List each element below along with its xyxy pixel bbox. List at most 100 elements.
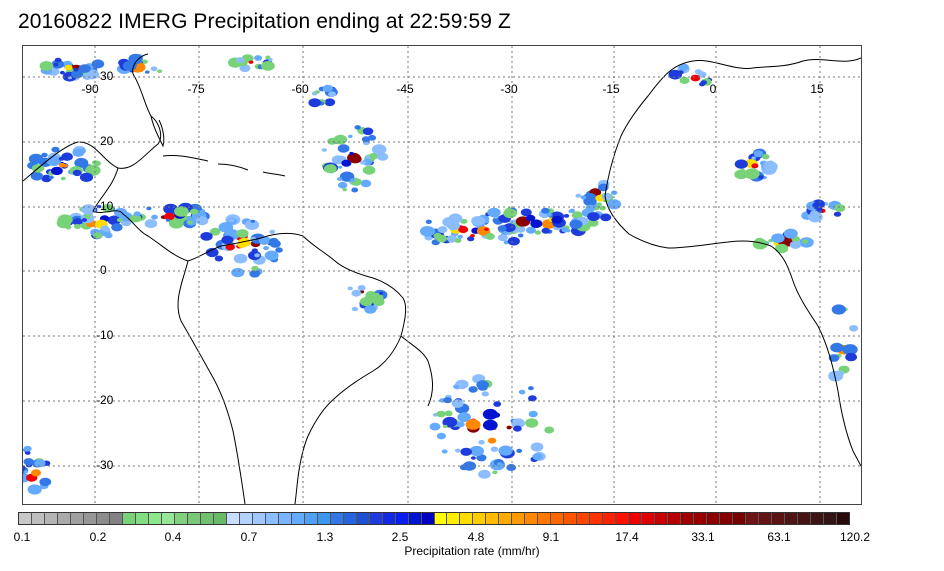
colorbar-swatch xyxy=(811,513,825,524)
colorbar-tick-label: 120.2 xyxy=(839,530,871,544)
precipitation-cell xyxy=(833,211,842,217)
precipitation-cell xyxy=(349,154,362,164)
precipitation-cell xyxy=(470,234,475,238)
longitude-label: -60 xyxy=(291,82,309,96)
precipitation-cell xyxy=(53,62,59,67)
precipitation-cell xyxy=(812,201,823,210)
colorbar-swatch xyxy=(356,513,370,524)
precipitation-map[interactable] xyxy=(22,45,862,505)
coastline-florida xyxy=(150,115,165,148)
precipitation-cell xyxy=(248,60,254,64)
precipitation-cell xyxy=(679,76,690,84)
precipitation-cell xyxy=(236,57,245,63)
colorbar-swatch xyxy=(707,513,721,524)
precipitation-cell xyxy=(133,211,141,217)
precipitation-cell xyxy=(487,207,501,218)
longitude-label: -90 xyxy=(81,82,99,96)
precipitation-cell xyxy=(476,380,489,390)
precipitation-cell xyxy=(379,291,384,295)
colorbar-swatch xyxy=(603,513,617,524)
precipitation-cell xyxy=(250,219,256,223)
longitude-label: -30 xyxy=(500,82,518,96)
precipitation-cell xyxy=(607,199,622,210)
precipitation-cell xyxy=(517,233,524,238)
precipitation-cell xyxy=(81,218,87,222)
colorbar-swatch xyxy=(252,513,266,524)
precipitation-cell xyxy=(51,166,63,176)
precipitation-cell xyxy=(534,230,541,235)
colorbar-swatch xyxy=(486,513,500,524)
precipitation-cell xyxy=(209,227,221,236)
precipitation-cell xyxy=(261,61,275,71)
precipitation-cell xyxy=(351,289,362,297)
colorbar-swatch xyxy=(551,513,565,524)
precipitation-cell xyxy=(600,213,612,222)
precipitation-cell xyxy=(101,204,114,213)
colorbar-swatch xyxy=(187,513,201,524)
precipitation-cell xyxy=(455,448,461,453)
colorbar-swatch xyxy=(616,513,630,524)
precipitation-cell xyxy=(569,219,583,229)
precipitation-cell xyxy=(324,98,336,107)
precipitation-cell xyxy=(264,250,279,261)
precipitation-cell xyxy=(563,214,570,218)
precipitation-cell xyxy=(469,445,484,457)
precipitation-cell xyxy=(107,215,122,226)
colorbar-swatch xyxy=(200,513,214,524)
precipitation-cell xyxy=(507,236,520,246)
precipitation-cell xyxy=(587,212,600,222)
latitude-label: 0 xyxy=(100,263,107,277)
precipitation-cell xyxy=(72,169,82,177)
precipitation-cell xyxy=(453,384,459,389)
colorbar-tick-label: 17.4 xyxy=(615,530,639,544)
precipitation-cell xyxy=(485,232,495,240)
colorbar-tick-label: 9.1 xyxy=(542,530,560,544)
colorbar-swatch xyxy=(304,513,318,524)
precipitation-cell xyxy=(348,134,353,138)
precipitation-cell xyxy=(362,127,374,136)
precipitation-cell xyxy=(490,446,499,452)
precipitation-cell xyxy=(447,221,460,231)
precipitation-cell xyxy=(238,237,251,247)
precipitation-cell xyxy=(129,214,142,223)
colorbar-swatch xyxy=(408,513,422,524)
precipitation-cell xyxy=(828,354,840,362)
colorbar-tick-label: 2.5 xyxy=(391,530,409,544)
precipitation-cell xyxy=(324,164,337,174)
colorbar-swatch xyxy=(161,513,175,524)
colorbar-swatch xyxy=(369,513,383,524)
precipitation-cell xyxy=(437,226,448,234)
colorbar-tick-label: 4.8 xyxy=(467,530,485,544)
precipitation-cell xyxy=(116,218,123,222)
colorbar-swatch xyxy=(421,513,435,524)
precipitation-cell xyxy=(744,168,760,180)
colorbar-tick-label: 1.3 xyxy=(316,530,334,544)
coastline-brazil-east xyxy=(400,335,433,407)
colorbar-swatch xyxy=(798,513,812,524)
coastline-americas xyxy=(23,53,407,504)
precipitation-cell xyxy=(141,59,148,64)
precipitation-cell xyxy=(513,425,522,432)
precipitation-cell xyxy=(365,292,380,303)
colorbar-swatch xyxy=(525,513,539,524)
precipitation-cell xyxy=(78,64,91,73)
precipitation-cell xyxy=(23,470,28,474)
precipitation-cell xyxy=(338,165,343,169)
longitude-label: 0 xyxy=(709,82,717,96)
colorbar-swatch xyxy=(564,513,578,524)
precipitation-cell xyxy=(351,187,359,193)
colorbar xyxy=(18,512,850,525)
precipitation-cell xyxy=(482,419,498,431)
precipitation-cell xyxy=(506,425,512,430)
colorbar-swatch xyxy=(499,513,513,524)
precipitation-cell xyxy=(585,204,596,212)
precipitation-cell xyxy=(492,470,498,475)
precipitation-cell xyxy=(751,156,756,160)
precipitation-cell xyxy=(492,412,501,418)
precipitation-cell xyxy=(582,192,597,203)
precipitation-cell xyxy=(200,232,213,241)
precipitation-cell xyxy=(331,155,345,165)
coastline-africa xyxy=(604,57,861,467)
precipitation-cell xyxy=(460,218,468,224)
precipitation-cell xyxy=(249,269,261,278)
